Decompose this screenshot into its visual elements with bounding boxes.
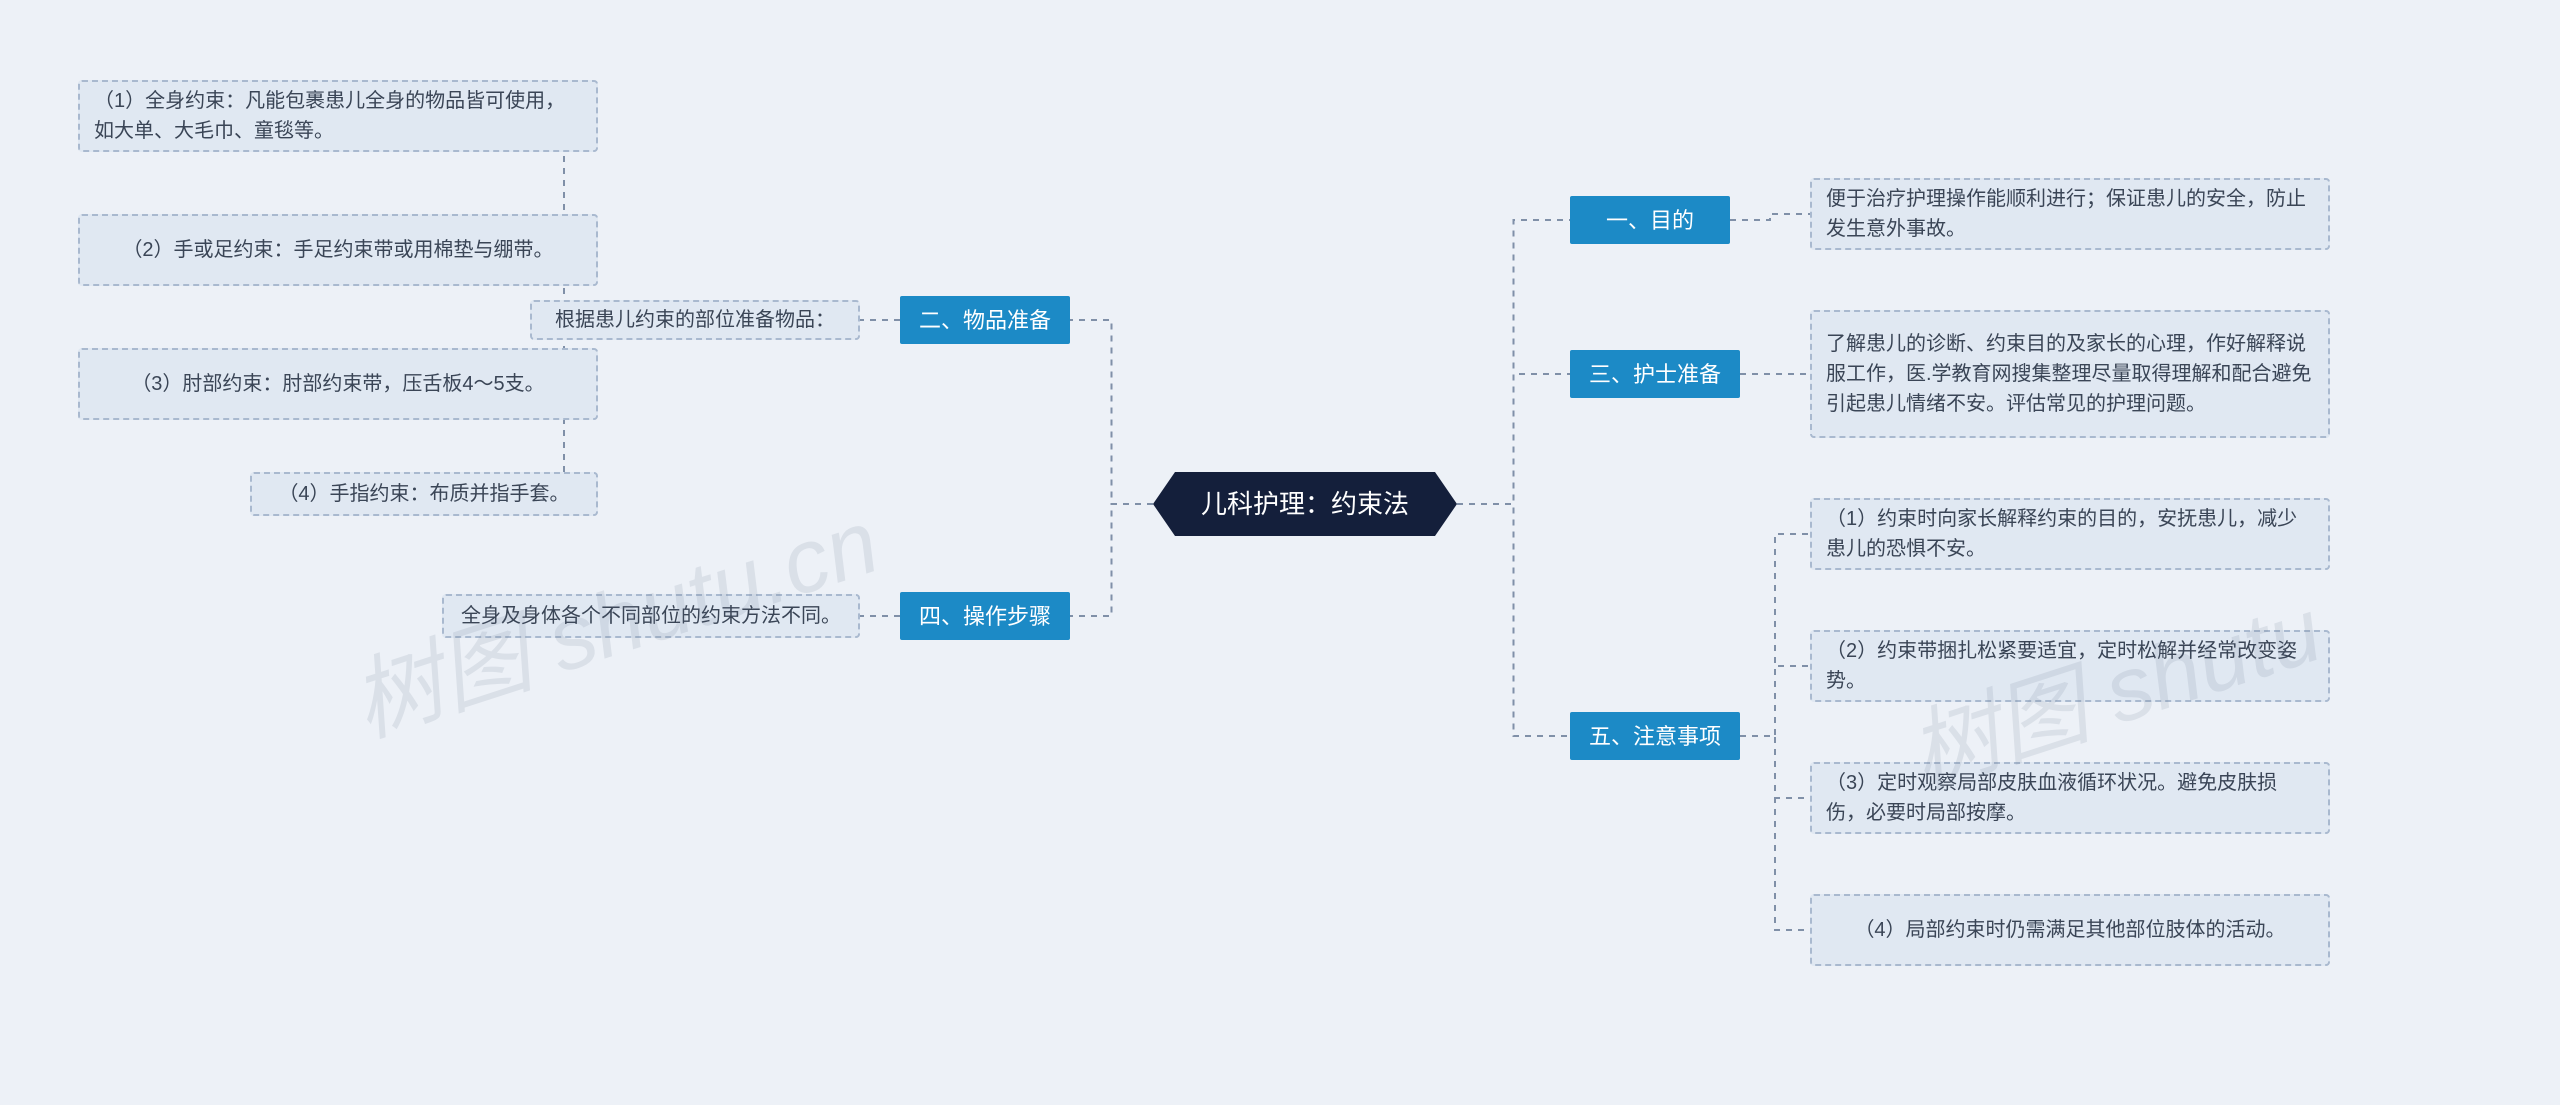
leaf-item-1: （1）全身约束：凡能包裹患儿全身的物品皆可使用，如大单、大毛巾、童毯等。 bbox=[78, 80, 598, 152]
leaf-note-1: （1）约束时向家长解释约束的目的，安抚患儿，减少患儿的恐惧不安。 bbox=[1810, 498, 2330, 570]
leaf-purpose-1: 便于治疗护理操作能顺利进行；保证患儿的安全，防止发生意外事故。 bbox=[1810, 178, 2330, 250]
leaf-text: （3）肘部约束：肘部约束带，压舌板4～5支。 bbox=[131, 369, 544, 399]
leaf-note-3: （3）定时观察局部皮肤血液循环状况。避免皮肤损伤，必要时局部按摩。 bbox=[1810, 762, 2330, 834]
branch-label: 四、操作步骤 bbox=[919, 600, 1051, 633]
leaf-nurse-prep-1: 了解患儿的诊断、约束目的及家长的心理，作好解释说服工作，医.学教育网搜集整理尽量… bbox=[1810, 310, 2330, 438]
leaf-text: 便于治疗护理操作能顺利进行；保证患儿的安全，防止发生意外事故。 bbox=[1826, 184, 2314, 244]
leaf-text: （1）全身约束：凡能包裹患儿全身的物品皆可使用，如大单、大毛巾、童毯等。 bbox=[94, 86, 582, 146]
leaf-item-2: （2）手或足约束：手足约束带或用棉垫与绷带。 bbox=[78, 214, 598, 286]
root-node: 儿科护理：约束法 bbox=[1175, 472, 1435, 536]
leaf-items-intro: 根据患儿约束的部位准备物品： bbox=[530, 300, 860, 340]
leaf-text: （4）手指约束：布质并指手套。 bbox=[278, 479, 569, 509]
branch-label: 一、目的 bbox=[1606, 204, 1694, 237]
leaf-text: 了解患儿的诊断、约束目的及家长的心理，作好解释说服工作，医.学教育网搜集整理尽量… bbox=[1826, 329, 2314, 419]
leaf-text: （2）手或足约束：手足约束带或用棉垫与绷带。 bbox=[122, 235, 553, 265]
leaf-text: （4）局部约束时仍需满足其他部位肢体的活动。 bbox=[1854, 915, 2285, 945]
branch-label: 五、注意事项 bbox=[1589, 720, 1721, 753]
branch-notes: 五、注意事项 bbox=[1570, 712, 1740, 760]
leaf-text: 全身及身体各个不同部位的约束方法不同。 bbox=[461, 601, 841, 631]
branch-purpose: 一、目的 bbox=[1570, 196, 1730, 244]
leaf-text: 根据患儿约束的部位准备物品： bbox=[555, 305, 835, 335]
leaf-text: （1）约束时向家长解释约束的目的，安抚患儿，减少患儿的恐惧不安。 bbox=[1826, 504, 2314, 564]
branch-steps: 四、操作步骤 bbox=[900, 592, 1070, 640]
leaf-step-1: 全身及身体各个不同部位的约束方法不同。 bbox=[442, 594, 860, 638]
branch-items: 二、物品准备 bbox=[900, 296, 1070, 344]
branch-label: 二、物品准备 bbox=[919, 304, 1051, 337]
branch-label: 三、护士准备 bbox=[1589, 358, 1721, 391]
leaf-text: （2）约束带捆扎松紧要适宜，定时松解并经常改变姿势。 bbox=[1826, 636, 2314, 696]
leaf-note-4: （4）局部约束时仍需满足其他部位肢体的活动。 bbox=[1810, 894, 2330, 966]
leaf-item-3: （3）肘部约束：肘部约束带，压舌板4～5支。 bbox=[78, 348, 598, 420]
leaf-text: （3）定时观察局部皮肤血液循环状况。避免皮肤损伤，必要时局部按摩。 bbox=[1826, 768, 2314, 828]
branch-nurse-prep: 三、护士准备 bbox=[1570, 350, 1740, 398]
leaf-item-4: （4）手指约束：布质并指手套。 bbox=[250, 472, 598, 516]
leaf-note-2: （2）约束带捆扎松紧要适宜，定时松解并经常改变姿势。 bbox=[1810, 630, 2330, 702]
root-label: 儿科护理：约束法 bbox=[1201, 485, 1409, 524]
